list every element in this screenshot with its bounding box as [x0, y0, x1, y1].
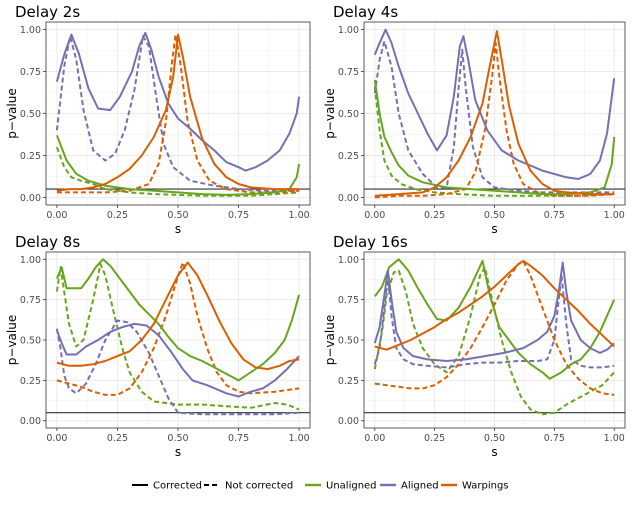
series-line-warpings-solid [56, 33, 300, 192]
series-line-warpings-dashed [56, 33, 300, 194]
x-tick-label: 0.00 [46, 433, 67, 444]
y-tick-label: 0.50 [338, 336, 359, 347]
panel-title: Delay 2s [15, 3, 80, 21]
series-line-aligned-solid [373, 28, 616, 180]
series-line-warpings-solid [374, 30, 615, 197]
x-tick-label: 0.50 [484, 210, 505, 221]
y-tick-label: 0.00 [20, 416, 41, 427]
series-line-unaligned-dashed [55, 263, 300, 411]
y-tick-label: 1.00 [20, 255, 41, 266]
panel-title: Delay 8s [15, 233, 80, 251]
y-axis-title: p−value [323, 315, 337, 365]
series-line-aligned-dashed [373, 274, 615, 369]
y-tick-label: 0.00 [338, 416, 359, 427]
y-tick-label: 1.00 [338, 25, 359, 36]
x-axis-title: s [491, 222, 497, 236]
legend: Corrected Not corrected Unaligned Aligned Wa… [132, 481, 509, 492]
y-tick-label: 1.00 [338, 255, 359, 266]
x-tick-label: 0.75 [228, 433, 249, 444]
x-tick-label: 0.00 [364, 210, 385, 221]
series-line-unaligned-solid [55, 134, 301, 196]
series-line-unaligned-solid [373, 258, 616, 380]
y-tick-label: 0.25 [20, 376, 41, 387]
y-tick-label: 0.00 [338, 193, 359, 204]
legend-label-aligned: Aligned [401, 481, 439, 492]
legend-label-unaligned: Unaligned [326, 481, 377, 492]
panel-border [45, 21, 311, 206]
y-axis-title: p−value [5, 315, 19, 365]
y-tick-label: 1.00 [20, 25, 41, 36]
panel-3: Delay 8s 0.00 0.25 0.50 0.75 1.00 0.00 0.25 0.50… [5, 233, 311, 459]
series-line-aligned-dashed [55, 319, 300, 416]
x-axis-title: s [491, 445, 497, 459]
y-tick-label: 0.50 [20, 336, 41, 347]
legend-label-linetype-2: Not corrected [225, 481, 293, 492]
series-line-aligned-solid [373, 261, 615, 362]
y-tick-label: 0.50 [338, 109, 359, 120]
y-tick-label: 0.75 [20, 67, 41, 78]
series-line-warpings-solid [374, 259, 615, 351]
panel-border [363, 251, 626, 429]
series-line-aligned-dashed [373, 40, 615, 194]
x-tick-label: 0.50 [167, 210, 188, 221]
y-axis-title: p−value [323, 88, 337, 138]
y-tick-label: 0.50 [20, 109, 41, 120]
y-tick-label: 0.25 [338, 151, 359, 162]
x-tick-label: 0.00 [364, 433, 385, 444]
x-tick-label: 1.00 [604, 210, 625, 221]
series-line-aligned-dashed [55, 35, 300, 192]
panel-title: Delay 4s [333, 3, 398, 21]
x-tick-label: 1.00 [604, 433, 625, 444]
y-tick-label: 0.00 [20, 193, 41, 204]
x-tick-label: 0.25 [107, 433, 128, 444]
panel-border [45, 251, 311, 429]
x-tick-label: 0.25 [424, 433, 445, 444]
y-tick-label: 0.25 [338, 376, 359, 387]
series-line-warpings-dashed [56, 261, 300, 396]
x-tick-label: 0.75 [228, 210, 249, 221]
legend-label-warpings: Warpings [462, 481, 509, 492]
panel-2: Delay 4s 0.00 0.25 0.50 0.75 1.00 0.00 0.25 0.50… [323, 3, 626, 236]
x-tick-label: 0.25 [107, 210, 128, 221]
y-tick-label: 0.75 [338, 295, 359, 306]
y-axis-title: p−value [5, 88, 19, 138]
series-line-warpings-solid [56, 261, 300, 371]
panel-border [363, 21, 626, 206]
panel-1: Delay 2s 0.00 0.25 0.50 0.75 1.00 0.00 0.25 0.50… [5, 3, 311, 236]
panel-title: Delay 16s [333, 233, 408, 251]
series-line-aligned-solid [55, 322, 300, 398]
x-axis-title: s [175, 222, 181, 236]
legend-label-linetype-1: Corrected [153, 481, 202, 492]
x-tick-label: 0.75 [544, 433, 565, 444]
series-line-warpings-dashed [374, 259, 615, 396]
x-tick-label: 0.75 [544, 210, 565, 221]
x-tick-label: 1.00 [289, 210, 310, 221]
series-line-unaligned-solid [373, 79, 616, 196]
y-tick-label: 0.75 [338, 67, 359, 78]
x-axis-title: s [175, 445, 181, 459]
y-tick-label: 0.75 [20, 295, 41, 306]
x-tick-label: 0.50 [484, 433, 505, 444]
x-tick-label: 0.25 [424, 210, 445, 221]
x-tick-label: 0.50 [167, 433, 188, 444]
y-tick-label: 0.25 [20, 151, 41, 162]
panel-4: Delay 16s 0.00 0.25 0.50 0.75 1.00 0.00 0.25 0.5… [323, 233, 626, 459]
x-tick-label: 1.00 [289, 433, 310, 444]
x-tick-label: 0.00 [46, 210, 67, 221]
series-line-unaligned-dashed [373, 266, 615, 416]
